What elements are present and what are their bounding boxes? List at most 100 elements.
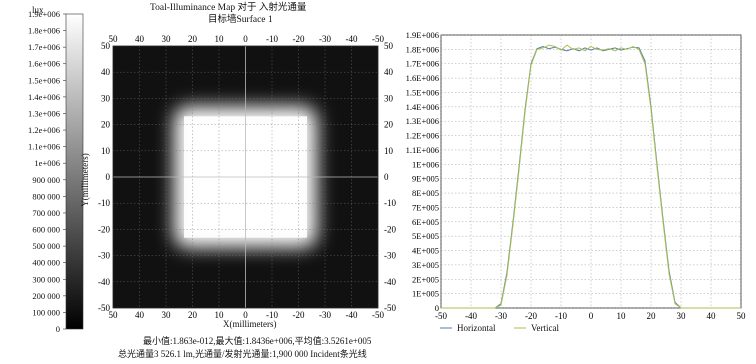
profile-x-tick: -30 (495, 311, 507, 321)
map-y-tick-right: 20 (384, 120, 394, 130)
map-x-tick-top: 40 (135, 34, 145, 44)
legend-horizontal-label: Horizontal (457, 323, 496, 333)
map-x-tick-top: 10 (215, 34, 225, 44)
map-y-tick-right: 0 (384, 172, 389, 182)
map-stats-line-1: 最小值:1.863e-012,最大值:1.8436e+006,平均值:3.526… (143, 336, 372, 346)
colorbar-label: 1.8e+006 (28, 26, 60, 36)
profile-y-tick: 9E+005 (412, 174, 439, 184)
map-y-tick-left: 50 (101, 41, 111, 51)
colorbar-label: 0 (56, 324, 60, 334)
colorbar-label: 100 000 (32, 307, 60, 317)
colorbar-label: 1.9e+006 (28, 9, 60, 19)
profile-x-tick: 50 (737, 311, 747, 321)
profile-y-tick: 1.3E+006 (406, 116, 439, 126)
profile-y-tick: 1.9E+006 (406, 30, 439, 40)
colorbar-label: 1.6e+006 (28, 59, 60, 69)
colorbar-legend: lux 1.9e+006 1.8e+006 1.7e+006 1.6e+006 1.5e… (0, 0, 100, 364)
profile-y-tick: 1.1E+006 (406, 145, 439, 155)
profile-line-vertical (441, 44, 741, 309)
map-y-tick-left: -10 (98, 198, 110, 208)
colorbar-label: 700 000 (32, 208, 60, 218)
colorbar-label: 600 000 (32, 225, 60, 235)
map-x-tick-top: 50 (109, 34, 119, 44)
profile-x-tick: 20 (647, 311, 657, 321)
profile-y-tick: 1.8E+006 (406, 44, 439, 54)
profile-y-tick: 1.7E+006 (406, 59, 439, 69)
profile-x-tick: -10 (555, 311, 567, 321)
colorbar-label: 200 000 (32, 291, 60, 301)
colorbar-label: 800 000 (32, 191, 60, 201)
map-y-tick-left: -20 (98, 224, 110, 234)
profile-y-tick: 0 (435, 303, 439, 313)
profile-y-tick: 1.4E+006 (406, 102, 439, 112)
profile-y-tick: 7E+005 (412, 202, 439, 212)
map-y-tick-right: 40 (384, 67, 394, 77)
map-x-tick-top: 20 (188, 34, 198, 44)
colorbar-label: 400 000 (32, 258, 60, 268)
profile-x-tick: 10 (617, 311, 627, 321)
map-y-tick-left: 20 (101, 120, 111, 130)
profile-x-tick: -20 (525, 311, 537, 321)
map-x-tick-bottom: 20 (188, 310, 198, 320)
profile-x-tick: 30 (677, 311, 687, 321)
map-stats-line-2: 总光通量3 526.1 lm,光通量/发射光通量:1,900 000 Incid… (118, 349, 367, 359)
profile-x-tick: 40 (707, 311, 717, 321)
map-x-tick-top: -10 (266, 34, 278, 44)
profile-x-tick: -40 (465, 311, 477, 321)
heatmap-frame (112, 45, 379, 309)
profile-y-tick: 1E+005 (412, 289, 439, 299)
colorbar-label: 1.5e+006 (28, 75, 60, 85)
colorbar-svg: 1.9e+006 1.8e+006 1.7e+006 1.6e+006 1.5e+006… (28, 9, 84, 334)
map-y-tick-left: 30 (101, 93, 111, 103)
map-subtitle: 目标墙Surface 1 (208, 15, 273, 25)
map-y-tick-right: 30 (384, 93, 394, 103)
colorbar-label: 1e+006 (34, 158, 60, 168)
profile-y-tick: 1.6E+006 (406, 73, 439, 83)
map-x-tick-bottom: 0 (243, 310, 248, 320)
map-x-tick-top: -30 (319, 34, 331, 44)
map-title: Toal-Illuminance Map 对于 入射光通量 (150, 3, 307, 13)
map-y-tick-left: -50 (98, 303, 110, 313)
profile-y-tick: 4E+005 (412, 246, 439, 256)
colorbar-label: 1.3e+006 (28, 108, 60, 118)
map-y-tick-right: 50 (384, 41, 394, 51)
map-x-tick-bottom: -40 (346, 310, 358, 320)
profile-y-tick: 1E+006 (412, 159, 439, 169)
colorbar-label: 900 000 (32, 175, 60, 185)
map-x-tick-bottom: -20 (293, 310, 305, 320)
map-y-tick-right: -10 (384, 198, 396, 208)
map-x-tick-top: 0 (243, 34, 248, 44)
profile-y-tick: 6E+005 (412, 217, 439, 227)
profile-y-tick: 2E+005 (412, 274, 439, 284)
map-x-tick-bottom: -10 (266, 310, 278, 320)
map-y-tick-right: -30 (384, 251, 396, 261)
map-y-tick-right: -50 (384, 303, 396, 313)
map-y-tick-right: -20 (384, 224, 396, 234)
colorbar-unit: lux (32, 5, 44, 15)
map-x-tick-top: -20 (293, 34, 305, 44)
map-y-tick-left: 10 (101, 146, 111, 156)
map-y-tick-left: -30 (98, 251, 110, 261)
colorbar-label: 1.7e+006 (28, 42, 60, 52)
map-x-tick-top: 30 (162, 34, 172, 44)
profile-x-tick: -50 (435, 311, 447, 321)
map-x-tick-bottom: 10 (215, 310, 225, 320)
map-x-tick-bottom: 30 (162, 310, 172, 320)
profile-x-tick: 0 (589, 311, 594, 321)
colorbar-label: 300 000 (32, 274, 60, 284)
map-y-tick-right: 10 (384, 146, 394, 156)
map-y-tick-right: -40 (384, 277, 396, 287)
colorbar-label: 1.1e+006 (28, 142, 60, 152)
profile-y-tick: 5E+005 (412, 231, 439, 241)
map-x-tick-top: -40 (346, 34, 358, 44)
legend-vertical-label: Vertical (531, 323, 559, 333)
colorbar-label: 500 000 (32, 241, 60, 251)
colorbar-label: 1.2e+006 (28, 125, 60, 135)
map-x-tick-bottom: 40 (135, 310, 145, 320)
profile-y-tick: 1.5E+006 (406, 87, 439, 97)
profile-y-tick: 3E+005 (412, 260, 439, 270)
